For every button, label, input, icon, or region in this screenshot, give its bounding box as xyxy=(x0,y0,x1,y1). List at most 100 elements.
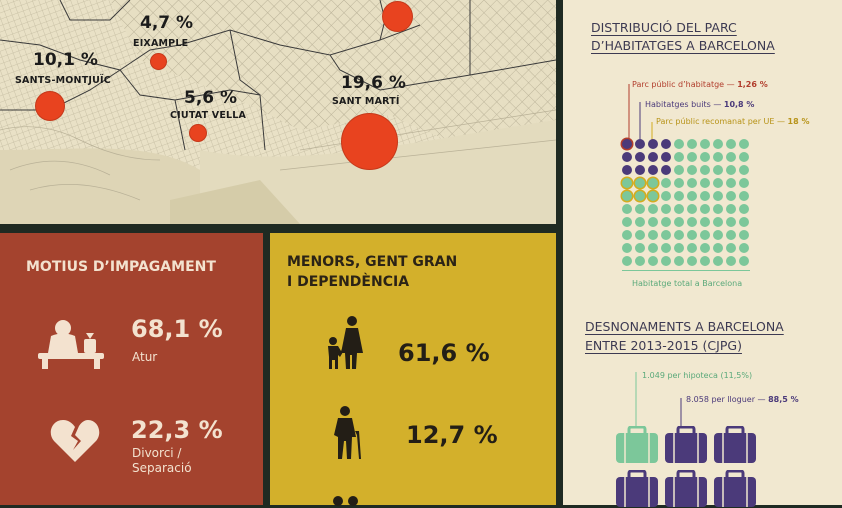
housing-dot xyxy=(726,165,736,175)
housing-dot xyxy=(661,217,671,227)
parc-title-line2: D’HABITATGES A BARCELONA xyxy=(591,38,775,53)
housing-dot xyxy=(674,139,684,149)
adult-with-child-icon xyxy=(328,316,363,369)
housing-dot xyxy=(739,256,749,266)
housing-dot xyxy=(739,204,749,214)
housing-dot xyxy=(687,139,697,149)
housing-dot xyxy=(739,178,749,188)
menors-pct: 61,6 % xyxy=(398,339,490,367)
housing-dot xyxy=(700,165,710,175)
housing-dot xyxy=(700,139,710,149)
housing-dot xyxy=(622,230,632,240)
housing-dot xyxy=(635,256,645,266)
district-pct-sants-montjuic: 10,1 % xyxy=(33,50,98,70)
housing-dot xyxy=(726,178,736,188)
housing-dot xyxy=(661,256,671,266)
legend-ue-value: 18 % xyxy=(787,117,810,126)
legend-buits-value: 10,8 % xyxy=(723,100,755,109)
legend-buits: Habitatges buits — 10,8 % xyxy=(645,100,755,109)
housing-dot xyxy=(726,217,736,227)
housing-dot xyxy=(622,191,632,201)
housing-dot xyxy=(674,152,684,162)
housing-dot xyxy=(661,191,671,201)
housing-dot xyxy=(687,256,697,266)
housing-dot xyxy=(700,204,710,214)
housing-dot xyxy=(739,230,749,240)
housing-dot xyxy=(661,230,671,240)
housing-dot xyxy=(739,165,749,175)
housing-dot xyxy=(687,217,697,227)
housing-dot xyxy=(713,165,723,175)
housing-dot xyxy=(648,243,658,253)
housing-dot xyxy=(700,152,710,162)
housing-dot xyxy=(674,217,684,227)
housing-dot xyxy=(700,256,710,266)
housing-dot xyxy=(674,191,684,201)
legend-ue: Parc públic recomanat per UE — 18 % xyxy=(656,117,810,126)
housing-dot xyxy=(713,178,723,188)
housing-dot xyxy=(726,204,736,214)
housing-dot xyxy=(622,217,632,227)
housing-dot xyxy=(661,139,671,149)
housing-dot xyxy=(700,230,710,240)
bubble-ciutat-vella xyxy=(189,124,207,142)
housing-dot xyxy=(739,243,749,253)
housing-dot xyxy=(648,178,658,188)
housing-dot xyxy=(635,217,645,227)
housing-dot xyxy=(700,191,710,201)
suitcase-icon xyxy=(616,470,658,507)
panel-title-line2: I DEPENDÈNCIA xyxy=(287,274,410,290)
legend-buits-label: Habitatges buits xyxy=(645,100,711,109)
lloguer-legend: 8.058 per lloguer — 88,5 % xyxy=(686,395,799,404)
housing-dot xyxy=(739,152,749,162)
map-streets xyxy=(0,0,556,224)
housing-dot xyxy=(674,256,684,266)
suitcase-icon xyxy=(714,470,756,507)
housing-dot xyxy=(648,139,658,149)
housing-dot xyxy=(648,204,658,214)
group-people-icon xyxy=(333,496,358,506)
suitcase-icon xyxy=(714,426,756,463)
suitcase-icon xyxy=(616,426,658,463)
district-name-ciutat-vella: CIUTAT VELLA xyxy=(170,110,247,121)
motius-impagament-panel: MOTIUS D’IMPAGAMENT 68,1 % Atur 22,3 % D… xyxy=(0,233,263,505)
housing-dot xyxy=(622,178,632,188)
panel-title: MOTIUS D’IMPAGAMENT xyxy=(26,259,216,275)
housing-dot xyxy=(726,191,736,201)
housing-dot xyxy=(622,204,632,214)
housing-dot xyxy=(648,191,658,201)
housing-dot xyxy=(648,152,658,162)
housing-dot xyxy=(713,217,723,227)
housing-dot xyxy=(687,204,697,214)
dot-grid-footer: Habitatge total a Barcelona xyxy=(632,279,743,288)
housing-dot xyxy=(635,191,645,201)
housing-dot xyxy=(726,243,736,253)
housing-dot xyxy=(713,230,723,240)
housing-dot xyxy=(700,217,710,227)
housing-dot-grid xyxy=(622,139,754,271)
housing-dot xyxy=(635,230,645,240)
housing-dot xyxy=(622,165,632,175)
bubble-sant-marti xyxy=(341,113,398,170)
desnonaments-title-line1: DESNONAMENTS A BARCELONA xyxy=(585,319,784,334)
housing-dot xyxy=(726,139,736,149)
housing-dot xyxy=(648,256,658,266)
elderly-person-icon xyxy=(334,406,361,459)
atur-label: Atur xyxy=(132,350,158,364)
bubble-eixample xyxy=(150,53,167,70)
housing-dot xyxy=(687,243,697,253)
housing-dot xyxy=(687,178,697,188)
lloguer-label: 8.058 per lloguer xyxy=(686,395,755,404)
housing-dot xyxy=(635,204,645,214)
district-pct-ciutat-vella: 5,6 % xyxy=(184,88,238,108)
district-name-sants-montjuic: SANTS-MONTJUÏC xyxy=(15,75,111,86)
district-name-sant-marti: SANT MARTÍ xyxy=(332,96,400,107)
housing-dot xyxy=(661,152,671,162)
desnonaments-title-line2: ENTRE 2013-2015 (CJPG) xyxy=(585,338,742,353)
panel-title-line1: MENORS, GENT GRAN xyxy=(287,254,458,270)
housing-dot xyxy=(661,204,671,214)
housing-dot xyxy=(687,230,697,240)
district-pct-eixample: 4,7 % xyxy=(140,13,194,33)
bubble-sants-montjuic xyxy=(35,91,65,121)
housing-dot xyxy=(674,165,684,175)
